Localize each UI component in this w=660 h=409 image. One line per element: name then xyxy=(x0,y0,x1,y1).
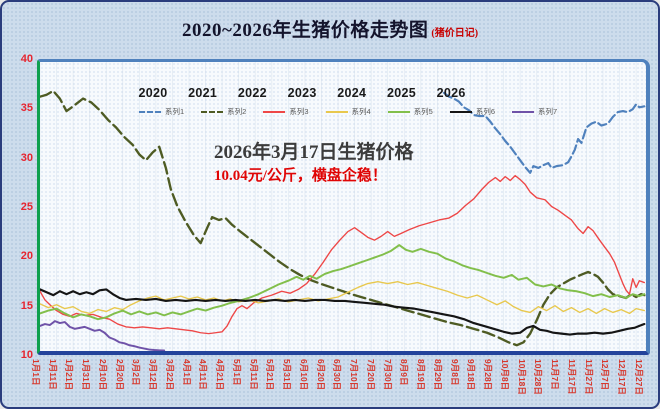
x-tick-label: 4月21日 xyxy=(215,359,226,391)
x-tick-label: 12月17日 xyxy=(617,359,628,395)
x-tick-label: 10月28日 xyxy=(533,359,544,395)
x-tick-label: 3月12日 xyxy=(148,359,159,391)
year-label: 2024 xyxy=(337,86,367,100)
y-tick-label: 35 xyxy=(20,102,33,115)
x-tick-label: 3月22日 xyxy=(164,359,175,391)
legend-item: 系列4 xyxy=(325,106,371,117)
legend-label: 系列6 xyxy=(475,107,496,116)
x-tick-label: 3月2日 xyxy=(131,359,142,386)
y-tick-label: 25 xyxy=(20,201,33,213)
legend-item: 系列6 xyxy=(449,106,496,117)
x-tick-label: 1月31日 xyxy=(81,359,92,391)
y-tick-label: 30 xyxy=(20,151,33,164)
legend-line-swatch xyxy=(201,110,224,113)
y-tick-label: 40 xyxy=(20,53,33,65)
year-label: 2026 xyxy=(436,86,466,100)
x-tick-label: 5月11日 xyxy=(248,359,259,390)
legend-line-swatch xyxy=(325,110,348,113)
y-tick-label: 20 xyxy=(20,250,33,263)
chart-title-suffix: (猪价日记) xyxy=(431,28,479,39)
x-tick-label: 2月10日 xyxy=(97,359,108,391)
year-label: 2021 xyxy=(188,86,218,100)
x-tick-label: 8月29日 xyxy=(432,359,443,391)
legend-item: 系列1 xyxy=(139,106,184,117)
series-line-2020 xyxy=(442,91,646,174)
chart-title-bar: 2020~2026年生猪价格走势图 (猪价日记) xyxy=(2,15,658,42)
y-tick-label: 10 xyxy=(20,349,33,361)
legend-line-swatch xyxy=(387,110,410,113)
x-tick-label: 11月27日 xyxy=(583,359,594,395)
plot-area xyxy=(37,59,650,355)
x-tick-label: 4月11日 xyxy=(198,359,209,390)
x-tick-label: 12月27日 xyxy=(633,359,644,395)
annotation-price-line: 10.04元/公斤，横盘企稳！ xyxy=(214,167,387,184)
x-tick-label: 5月31日 xyxy=(282,359,293,391)
x-tick-label: 6月10日 xyxy=(298,359,309,391)
legend-line-swatch xyxy=(139,110,161,113)
year-label: 2025 xyxy=(386,86,417,100)
x-tick-label: 12月7日 xyxy=(600,359,611,391)
legend-label: 系列5 xyxy=(413,107,433,116)
legend-label: 系列1 xyxy=(165,107,185,116)
x-tick-label: 2月20日 xyxy=(114,359,125,391)
series-line-2023 xyxy=(40,280,646,315)
annotation-date-line: 2026年3月17日生猪价格 xyxy=(214,142,414,163)
legend-label: 系列2 xyxy=(227,107,247,116)
year-label: 2022 xyxy=(237,86,267,100)
x-tick-label: 10月18日 xyxy=(516,359,527,395)
price-lines-svg xyxy=(40,62,646,351)
legend-item: 系列2 xyxy=(201,106,246,117)
year-label: 2023 xyxy=(287,86,317,100)
year-label: 2020 xyxy=(138,86,168,100)
x-tick-label: 11月7日 xyxy=(550,359,561,390)
legend-item: 系列7 xyxy=(512,106,557,117)
x-tick-label: 5月21日 xyxy=(265,359,276,391)
x-tick-label: 7月10日 xyxy=(349,359,360,391)
x-tick-label: 8月9日 xyxy=(399,359,410,386)
x-tick-label: 1月1日 xyxy=(31,359,41,386)
legend: 系列1 系列2 系列3 系列4 系列5 系列6 系列7 xyxy=(139,105,557,118)
price-annotation: 2026年3月17日生猪价格 10.04元/公斤，横盘企稳！ xyxy=(214,141,414,186)
x-tick-label: 1月21日 xyxy=(64,359,75,391)
legend-label: 系列7 xyxy=(538,107,558,116)
x-tick-label: 9月18日 xyxy=(466,359,477,391)
x-tick-label: 6月20日 xyxy=(315,359,326,391)
legend-line-swatch xyxy=(512,110,535,113)
y-tick-label: 15 xyxy=(20,299,33,312)
x-tick-label: 8月19日 xyxy=(416,359,427,391)
x-tick-label: 10月8日 xyxy=(499,359,510,391)
series-line-2021 xyxy=(40,89,646,347)
legend-line-swatch xyxy=(449,110,472,113)
x-tick-label: 9月28日 xyxy=(483,359,494,391)
legend-line-swatch xyxy=(263,110,286,113)
series-line-2025 xyxy=(40,288,646,336)
x-tick-label: 4月1日 xyxy=(181,359,192,386)
x-tick-label: 11月17日 xyxy=(566,359,577,395)
legend-label: 系列4 xyxy=(351,107,371,116)
x-tick-label: 9月8日 xyxy=(449,359,460,386)
chart-title: 2020~2026年生猪价格走势图 xyxy=(181,20,429,41)
legend-item: 系列5 xyxy=(387,106,433,117)
series-line-2026 xyxy=(40,320,166,351)
legend-label: 系列3 xyxy=(289,107,309,116)
series-line-2022 xyxy=(40,174,646,335)
x-tick-label: 7月30日 xyxy=(382,359,393,391)
x-tick-label: 1月11日 xyxy=(47,359,58,390)
x-tick-label: 5月1日 xyxy=(231,359,242,386)
series-line-2024 xyxy=(40,244,646,321)
legend-item: 系列3 xyxy=(263,106,309,117)
x-tick-label: 6月30日 xyxy=(332,359,343,391)
x-tick-label: 7月20日 xyxy=(365,359,376,391)
